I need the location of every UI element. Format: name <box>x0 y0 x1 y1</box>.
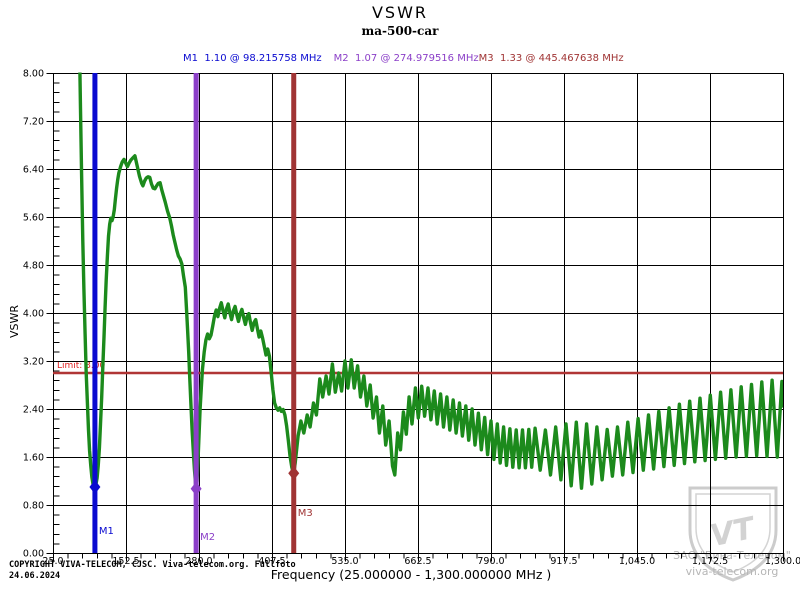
x-tick-label: 152.5 <box>112 556 139 567</box>
watermark-shield: VT <box>688 486 778 582</box>
marker-diamond-m3[interactable] <box>288 466 300 481</box>
x-tick-label: 917.5 <box>550 556 577 567</box>
copyright-date: 24.06.2024 <box>9 571 61 581</box>
y-tick-label: 5.60 <box>23 213 44 224</box>
x-tick-label: 1,172.5 <box>692 556 728 567</box>
watermark-site-text: viva-telecom.org <box>685 565 779 578</box>
limit-label: Limit: 3.00 <box>57 361 106 371</box>
x-tick-label: 1,045.0 <box>619 556 655 567</box>
x-tick-label: 407.5 <box>258 556 285 567</box>
marker-readout-m2: M2 1.07 @ 274.979516 MHz <box>333 53 479 64</box>
y-tick-label: 2.40 <box>23 405 44 416</box>
axis-ticks <box>46 73 784 562</box>
marker-label-m1: M1 <box>99 526 114 537</box>
x-tick-label: 280.0 <box>185 556 212 567</box>
watermark-company-text: ЗАО "Вива-Телеком" <box>673 549 791 562</box>
y-tick-label: 0.00 <box>23 549 44 560</box>
y-tick-label: 3.20 <box>23 357 44 368</box>
x-tick-label: 25.0 <box>42 556 63 567</box>
marker-diamond-m2[interactable] <box>190 481 202 496</box>
x-tick-label: 535.0 <box>331 556 358 567</box>
marker-diamond-m1[interactable] <box>89 480 101 494</box>
grid-lines <box>53 73 784 554</box>
marker-readout-m3: M3 1.33 @ 445.467638 MHz <box>478 53 624 64</box>
y-axis-title: VSWR <box>8 304 21 338</box>
x-tick-label: 790.0 <box>477 556 504 567</box>
x-tick-label: 662.5 <box>404 556 431 567</box>
vendor-watermark: VT ЗАО "Вива-Телеком" viva-telecom.org <box>660 484 800 594</box>
copyright-text: COPYRIGHT VIVA-TELECOM, CJSC. Viva-telec… <box>9 560 296 570</box>
y-tick-label: 1.60 <box>23 453 44 464</box>
chart-subtitle: ma-500-car <box>361 24 439 38</box>
y-tick-label: 6.40 <box>23 165 44 176</box>
x-axis-title: Frequency (25.000000 - 1,300.000000 MHz … <box>270 567 552 582</box>
marker-readout-legend: M1 1.10 @ 98.215758 MHz M2 1.07 @ 274.979… <box>183 53 624 64</box>
marker-readout-m1: M1 1.10 @ 98.215758 MHz <box>183 53 322 64</box>
vswr-trace <box>78 72 783 491</box>
y-tick-label: 8.00 <box>23 69 44 80</box>
x-tick-label: 1,300.0 <box>765 556 800 567</box>
y-tick-label: 4.00 <box>23 309 44 320</box>
marker-label-m3: M3 <box>298 508 313 519</box>
y-tick-label: 7.20 <box>23 117 44 128</box>
y-tick-label: 4.80 <box>23 261 44 272</box>
chart-title: VSWR <box>371 3 429 22</box>
y-tick-label: 0.80 <box>23 501 44 512</box>
marker-label-m2: M2 <box>200 532 215 543</box>
